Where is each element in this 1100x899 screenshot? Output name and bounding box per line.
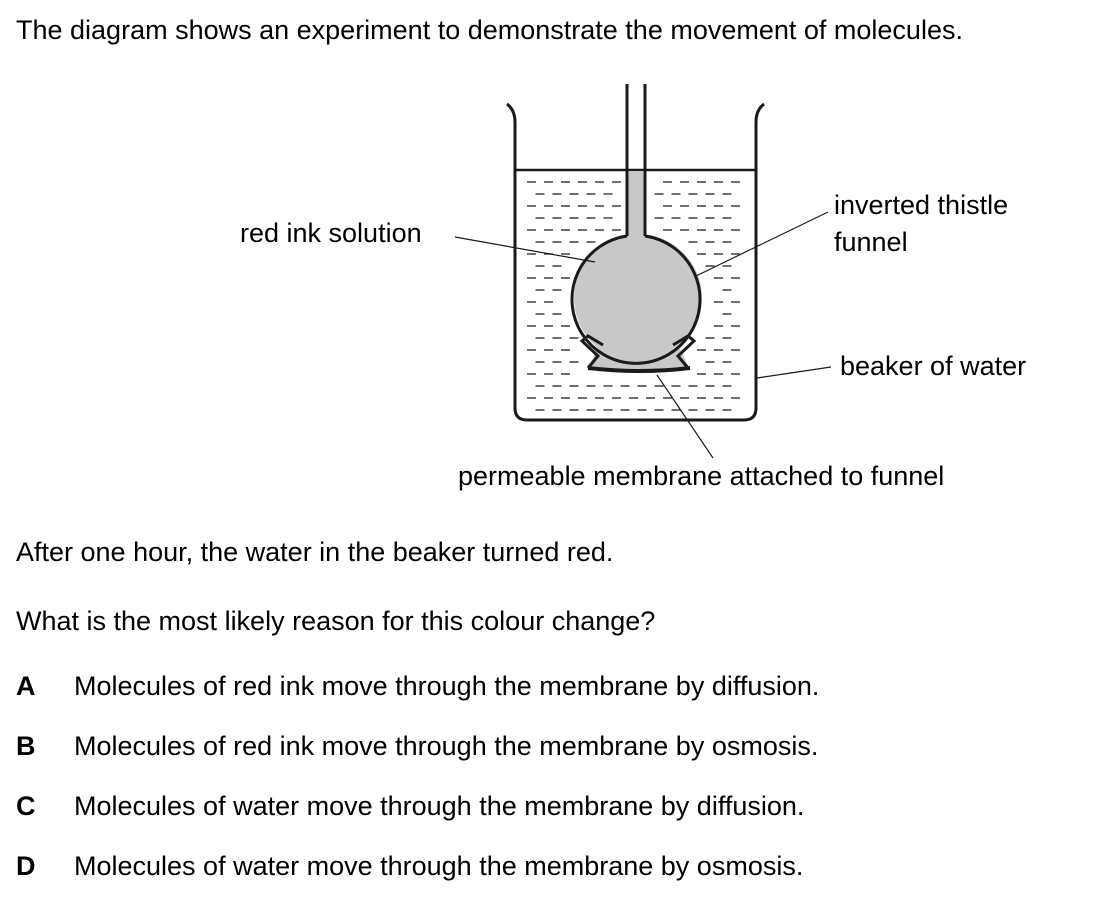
option-text: Molecules of red ink move through the me… [74, 731, 819, 761]
membrane [587, 366, 691, 373]
label-beaker: beaker of water [840, 351, 1027, 381]
option-letter: A [16, 671, 36, 701]
funnel-mouth-right [672, 334, 697, 369]
beaker [506, 102, 765, 422]
label-funnel-line1: inverted thistle [834, 190, 1009, 220]
option-text: Molecules of water move through the memb… [74, 851, 804, 881]
option-text: Molecules of red ink move through the me… [74, 671, 820, 701]
result-text: After one hour, the water in the beaker … [16, 537, 614, 567]
funnel-mouth-left [579, 334, 604, 369]
leader-red-ink [454, 236, 596, 263]
water-dashes [527, 181, 740, 411]
ink-fill [574, 172, 702, 370]
option-letter: B [16, 731, 36, 761]
option-letter: D [16, 851, 36, 881]
option-text: Molecules of water move through the memb… [74, 791, 805, 821]
leader-membrane [656, 374, 714, 459]
question-text: What is the most likely reason for this … [16, 606, 656, 636]
leader-funnel [695, 211, 829, 277]
label-funnel-line2: funnel [834, 227, 908, 257]
leader-beaker [756, 366, 832, 379]
label-red-ink: red ink solution [240, 218, 422, 248]
intro-text: The diagram shows an experiment to demon… [16, 15, 963, 45]
label-membrane: permeable membrane attached to funnel [458, 461, 945, 491]
funnel-bulb [570, 234, 702, 365]
option-letter: C [16, 791, 36, 821]
